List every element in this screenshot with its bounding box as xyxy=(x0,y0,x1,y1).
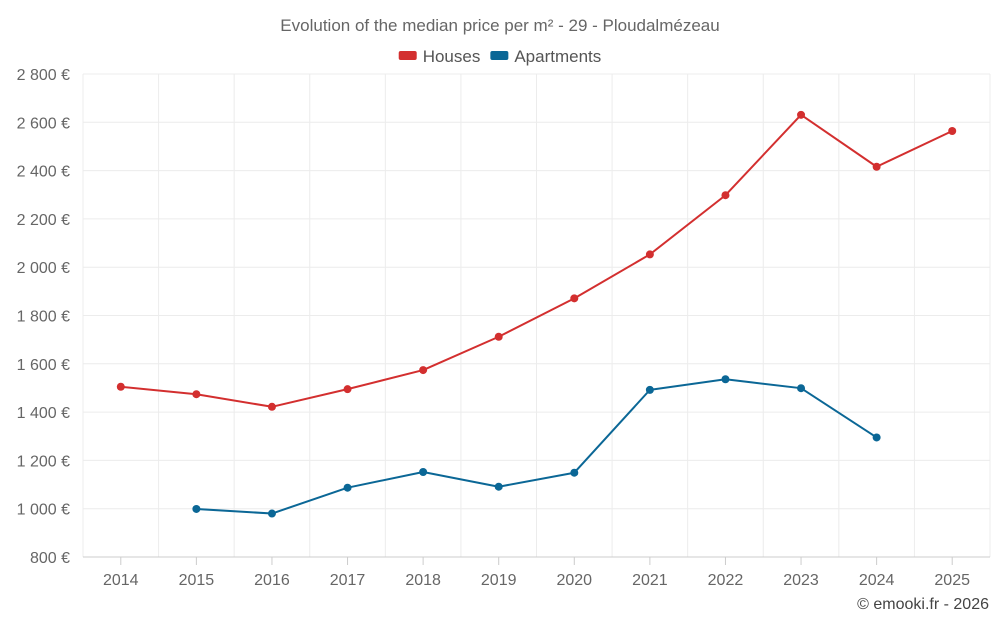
x-tick-label: 2024 xyxy=(859,572,895,589)
apartments-point xyxy=(267,509,276,518)
series-houses xyxy=(116,110,957,411)
x-tick-label: 2022 xyxy=(708,572,744,589)
houses-point xyxy=(419,366,428,375)
apartments-point xyxy=(343,483,352,492)
apartments-line xyxy=(196,378,878,515)
legend-label-apartments: Apartments xyxy=(514,47,601,66)
houses-point xyxy=(797,110,806,119)
apartments-point xyxy=(192,504,201,513)
apartments-point xyxy=(645,385,654,394)
apartments-point xyxy=(494,482,503,491)
apartments-point xyxy=(872,433,881,442)
chart-title: Evolution of the median price per m² - 2… xyxy=(280,16,719,35)
houses-point xyxy=(343,385,352,394)
x-tick-label: 2020 xyxy=(556,572,592,589)
series-apartments xyxy=(192,375,881,518)
x-tick-label: 2023 xyxy=(783,572,819,589)
y-tick-label: 2 800 € xyxy=(17,67,70,84)
x-tick-label: 2014 xyxy=(103,572,139,589)
legend-label-houses: Houses xyxy=(423,47,481,66)
houses-line xyxy=(120,113,953,408)
y-tick-label: 800 € xyxy=(30,550,70,567)
houses-point xyxy=(570,294,579,303)
houses-point xyxy=(192,390,201,399)
legend-item-apartments: Apartments xyxy=(490,47,601,66)
y-tick-label: 1 400 € xyxy=(17,405,70,422)
x-tick-label: 2016 xyxy=(254,572,290,589)
x-tick-label: 2015 xyxy=(179,572,215,589)
apartments-point xyxy=(797,384,806,393)
y-tick-label: 2 600 € xyxy=(17,115,70,132)
legend-item-houses: Houses xyxy=(398,47,481,66)
houses-point xyxy=(116,382,125,391)
y-tick-label: 2 200 € xyxy=(17,212,70,229)
x-tick-label: 2019 xyxy=(481,572,517,589)
y-tick-label: 1 600 € xyxy=(17,357,70,374)
x-axis: 2014 2015 2016 2017 2018 2019 2020 2021 2022 2023… xyxy=(83,556,990,589)
apartments-point xyxy=(419,467,428,476)
legend-swatch-apartments xyxy=(490,51,509,60)
houses-point xyxy=(494,332,503,341)
y-tick-label: 2 000 € xyxy=(17,260,70,277)
legend: Houses Apartments xyxy=(398,47,601,66)
series xyxy=(116,110,957,518)
x-tick-label: 2017 xyxy=(330,572,366,589)
y-tick-label: 1 000 € xyxy=(17,502,70,519)
credit-text: © emooki.fr - 2026 xyxy=(857,596,989,613)
apartments-point xyxy=(570,468,579,477)
apartments-point xyxy=(721,375,730,384)
y-tick-label: 1 200 € xyxy=(17,453,70,470)
legend-swatch-houses xyxy=(398,51,417,60)
x-tick-label: 2021 xyxy=(632,572,668,589)
gridlines xyxy=(82,73,991,557)
houses-point xyxy=(267,402,276,411)
houses-point xyxy=(872,162,881,171)
houses-point xyxy=(948,126,957,135)
x-tick-label: 2018 xyxy=(405,572,441,589)
y-tick-label: 2 400 € xyxy=(17,164,70,181)
y-tick-label: 1 800 € xyxy=(17,309,70,326)
houses-point xyxy=(645,250,654,259)
x-tick-label: 2025 xyxy=(934,572,970,589)
y-axis: 800 € 1 000 € 1 200 € 1 400 € 1 600 € 1 800 €… xyxy=(17,67,70,567)
houses-point xyxy=(721,191,730,200)
